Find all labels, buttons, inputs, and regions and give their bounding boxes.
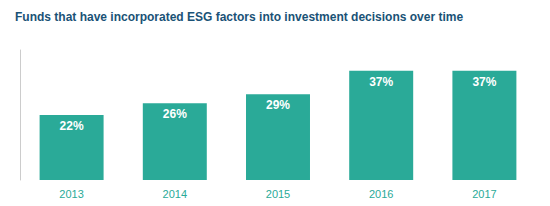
- svg-text:2013: 2013: [59, 188, 83, 200]
- svg-text:37%: 37%: [472, 75, 496, 89]
- svg-text:2015: 2015: [266, 188, 290, 200]
- svg-text:26%: 26%: [163, 107, 187, 121]
- svg-text:37%: 37%: [369, 75, 393, 89]
- svg-text:2014: 2014: [163, 188, 187, 200]
- svg-text:2017: 2017: [472, 188, 496, 200]
- svg-text:2016: 2016: [369, 188, 393, 200]
- svg-text:22%: 22%: [60, 119, 84, 133]
- svg-text:Funds that have incorporated E: Funds that have incorporated ESG factors…: [15, 10, 463, 24]
- svg-text:29%: 29%: [266, 98, 290, 112]
